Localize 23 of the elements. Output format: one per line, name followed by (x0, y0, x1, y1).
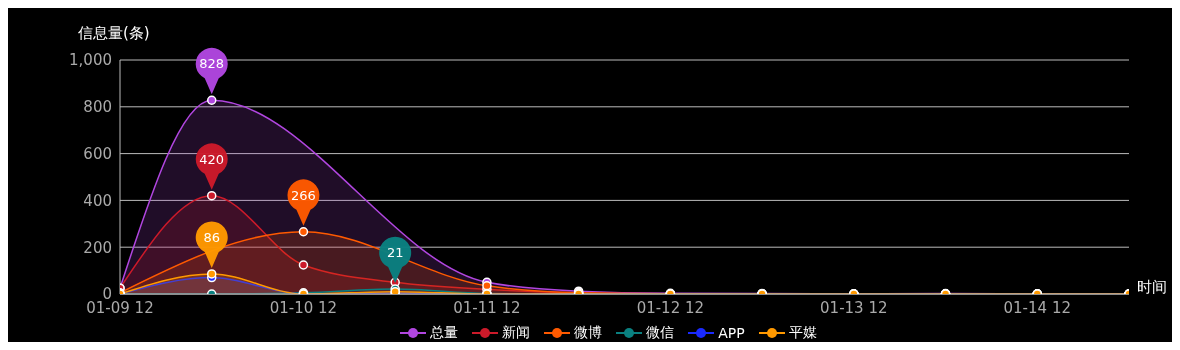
data-label: 266 (291, 187, 316, 203)
y-tick-label: 1,000 (69, 51, 112, 70)
x-tick-label: 01-11 12 (453, 298, 521, 317)
x-tick-label: 01-13 12 (820, 298, 888, 317)
legend-label: APP (718, 325, 745, 341)
legend-label: 平媒 (788, 324, 817, 342)
data-label: 86 (203, 229, 220, 245)
x-tick-label: 01-12 12 (636, 298, 705, 317)
legend-label: 新闻 (502, 324, 531, 342)
y-tick-label: 200 (83, 238, 112, 257)
x-tick-label: 01-10 12 (269, 298, 338, 317)
y-tick-label: 800 (83, 98, 112, 117)
legend-label: 微信 (646, 324, 675, 342)
legend-label: 总量 (430, 324, 459, 342)
y-axis-title: 信息量(条) (78, 24, 150, 43)
data-label: 21 (386, 245, 404, 261)
data-label: 420 (199, 151, 225, 167)
y-tick-label: 400 (83, 191, 112, 210)
x-axis-title: 时间 (1137, 278, 1167, 297)
legend-label: 微博 (574, 324, 603, 342)
y-tick-label: 600 (83, 144, 112, 163)
x-tick-label: 01-14 12 (1003, 298, 1071, 317)
data-label: 828 (199, 56, 225, 72)
